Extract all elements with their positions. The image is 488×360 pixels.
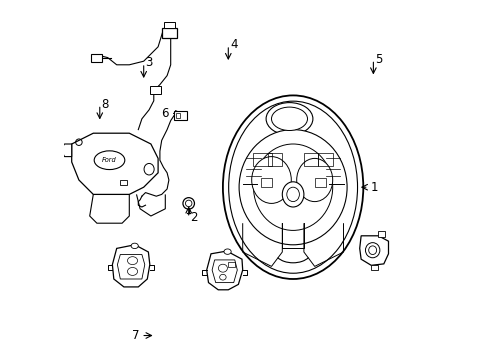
Ellipse shape [251,157,291,203]
Bar [314,178,325,187]
Bar [267,153,282,166]
Bar [318,153,332,166]
Polygon shape [206,251,242,290]
Bar [164,22,175,28]
Bar [150,86,161,94]
Ellipse shape [265,103,312,135]
Text: 1: 1 [369,181,377,194]
Polygon shape [72,133,158,194]
Polygon shape [359,236,387,265]
Ellipse shape [296,158,332,202]
Ellipse shape [282,182,303,207]
Bar [303,153,318,166]
Text: 7: 7 [132,329,139,342]
Text: 3: 3 [145,57,152,69]
Bar [378,231,384,237]
Bar [370,265,378,270]
Text: 2: 2 [190,211,198,224]
Ellipse shape [224,249,231,254]
Polygon shape [61,144,72,157]
Ellipse shape [271,107,307,130]
Ellipse shape [239,130,346,245]
Bar [91,54,102,62]
Bar [253,153,271,166]
Bar [120,180,126,185]
Bar [176,113,180,118]
Bar [260,178,271,187]
Bar [162,28,177,38]
Bar [228,262,234,267]
Text: 6: 6 [161,107,169,120]
Ellipse shape [94,151,124,170]
Polygon shape [112,245,149,287]
Text: 8: 8 [102,98,109,111]
Text: 4: 4 [229,39,237,51]
Text: 5: 5 [374,53,382,66]
Ellipse shape [183,198,194,209]
Ellipse shape [131,243,138,248]
Bar [174,111,186,120]
Text: Ford: Ford [102,157,117,163]
